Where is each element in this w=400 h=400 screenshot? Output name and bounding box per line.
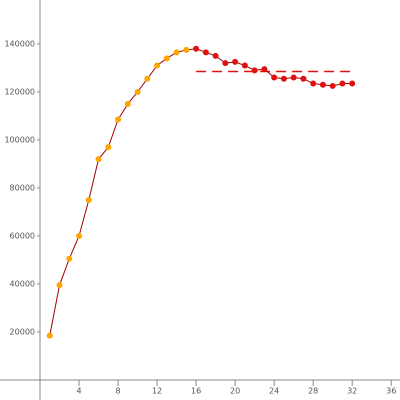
x-tick-label: 36 [386, 387, 396, 396]
data-point [144, 75, 151, 82]
data-point [271, 74, 278, 81]
x-tick-label: 4 [76, 387, 81, 396]
x-tick-label: 20 [230, 387, 240, 396]
data-point [163, 55, 170, 62]
data-point [300, 75, 307, 82]
data-point [202, 49, 209, 56]
data-point [310, 80, 317, 87]
data-point [46, 332, 53, 339]
x-tick-label: 16 [191, 387, 201, 396]
data-point [329, 82, 336, 89]
data-point [183, 46, 190, 53]
x-tick-label: 8 [116, 387, 121, 396]
data-point [124, 100, 131, 107]
data-point [66, 255, 73, 262]
data-point [290, 74, 297, 81]
data-point [349, 80, 356, 87]
data-point [173, 49, 180, 56]
data-point [222, 60, 229, 67]
x-tick-label: 28 [308, 387, 318, 396]
data-point [154, 62, 161, 69]
data-point [280, 75, 287, 82]
x-tick-label: 12 [152, 387, 162, 396]
data-point [134, 88, 141, 95]
data-point [193, 45, 200, 52]
data-point [319, 81, 326, 88]
y-tick-label: 20000 [10, 327, 35, 336]
y-tick-label: 100000 [4, 135, 35, 144]
data-point [232, 58, 239, 65]
y-tick-label: 120000 [4, 87, 35, 96]
data-point [56, 282, 63, 289]
data-point [85, 196, 92, 203]
y-tick-label: 40000 [10, 279, 35, 288]
data-point [95, 156, 102, 163]
y-tick-label: 140000 [4, 39, 35, 48]
data-point [251, 67, 258, 74]
data-point [241, 62, 248, 69]
data-point [212, 52, 219, 59]
data-point [115, 116, 122, 123]
data-point [261, 66, 268, 73]
x-tick-label: 32 [347, 387, 357, 396]
data-point [339, 80, 346, 87]
data-line [49, 48, 353, 336]
data-point [76, 232, 83, 239]
data-point [105, 144, 112, 151]
x-tick-label: 24 [269, 387, 279, 396]
y-tick-label: 80000 [10, 183, 35, 192]
y-tick-label: 60000 [10, 231, 35, 240]
